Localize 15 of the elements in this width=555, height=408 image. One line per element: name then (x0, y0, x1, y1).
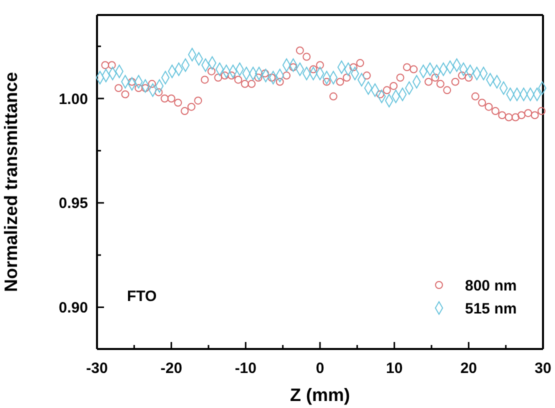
y-axis-title: Normalized transmittance (1, 72, 21, 292)
x-tick-label: 0 (316, 360, 324, 377)
y-tick-label: 0.95 (58, 195, 88, 212)
annotation: FTO (127, 288, 158, 305)
x-tick-label: 20 (460, 360, 478, 377)
y-tick-label: 0.90 (58, 300, 88, 316)
x-tick-label: -30 (86, 360, 108, 377)
y-tick-label: 1.00 (58, 90, 88, 108)
x-tick-label: -10 (234, 360, 257, 377)
x-tick-label: 10 (386, 360, 403, 377)
x-axis-title: Z (mm) (290, 385, 350, 405)
legend-label: 515 nm (465, 300, 517, 318)
x-tick-label: -20 (160, 360, 182, 377)
x-tick-label: 30 (534, 360, 552, 377)
legend-label: 800 nm (465, 277, 517, 294)
